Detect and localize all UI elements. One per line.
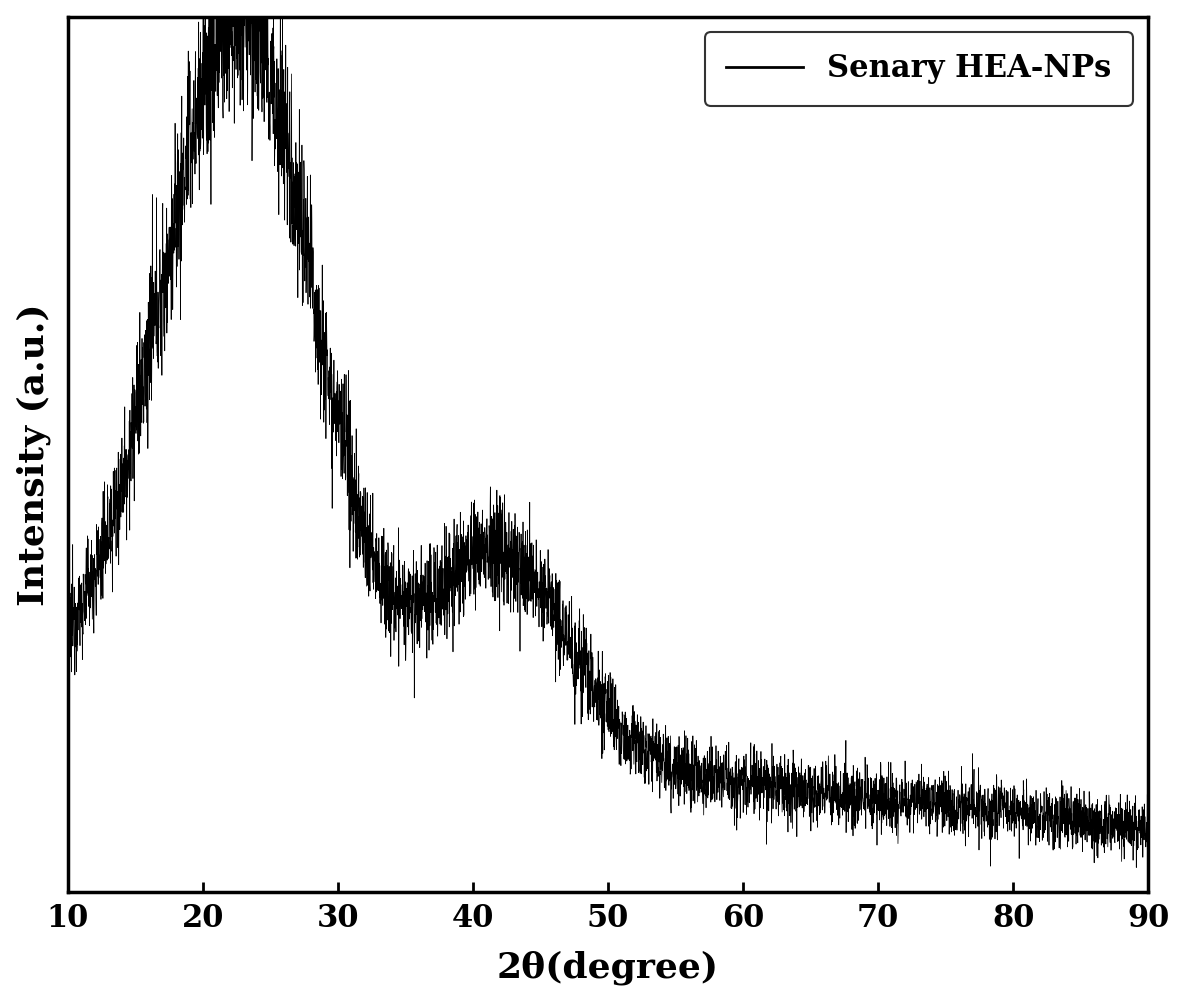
X-axis label: 2θ(degree): 2θ(degree) xyxy=(497,951,719,985)
Y-axis label: Intensity (a.u.): Intensity (a.u.) xyxy=(17,303,51,605)
Legend: Senary HEA-NPs: Senary HEA-NPs xyxy=(704,32,1133,106)
